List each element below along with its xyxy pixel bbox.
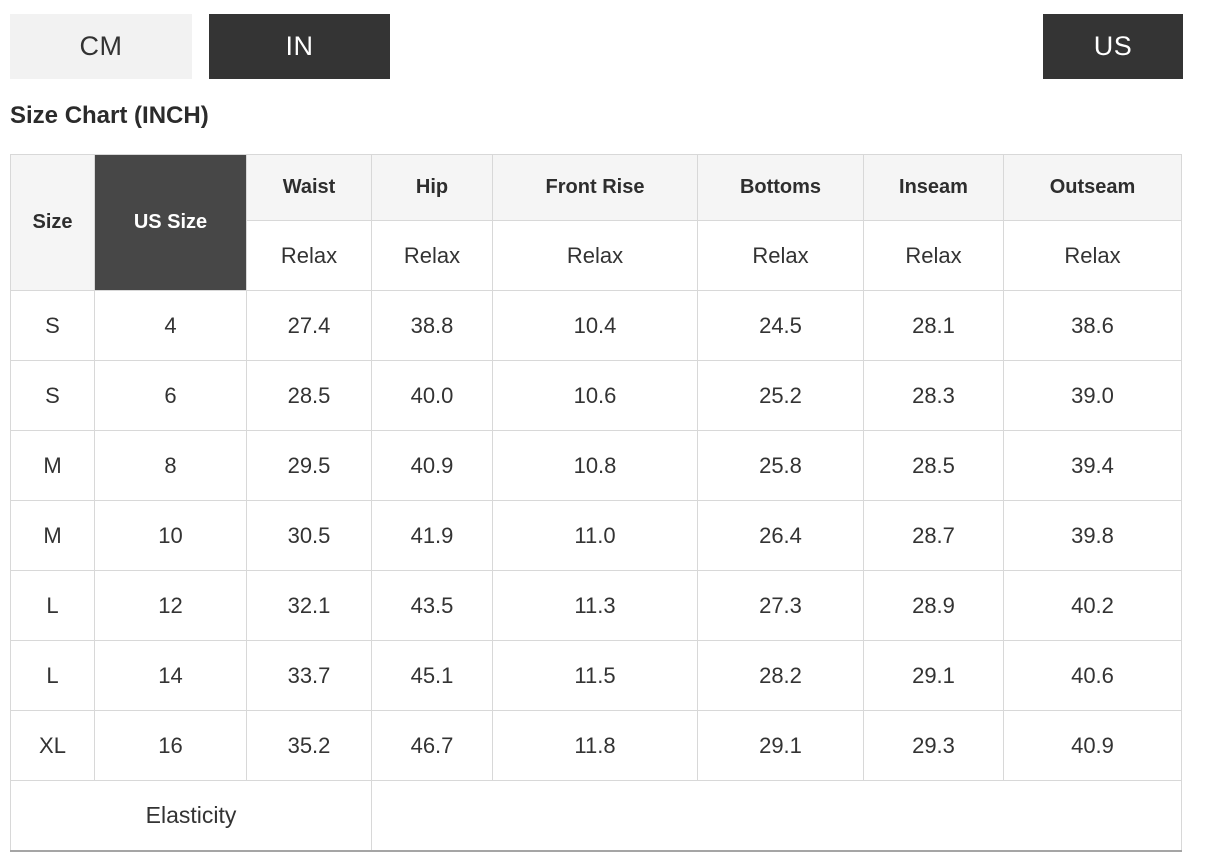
inseam-cell: 29.1 (863, 640, 1004, 711)
inseam-cell: 28.5 (863, 430, 1004, 501)
us-size-column-header: US Size (94, 154, 247, 291)
us-size-cell: 12 (94, 570, 247, 641)
front-rise-cell: 11.0 (492, 500, 698, 571)
outseam-column-header: Outseam (1003, 154, 1182, 221)
unit-toggle-bar: CM IN US (10, 14, 1183, 79)
inseam-column-header: Inseam (863, 154, 1004, 221)
table-row: S 6 28.5 40.0 10.6 25.2 28.3 39.0 (10, 360, 1182, 431)
waist-cell: 32.1 (246, 570, 372, 641)
hip-column-header: Hip (371, 154, 493, 221)
hip-cell: 41.9 (371, 500, 493, 571)
front-rise-cell: 10.6 (492, 360, 698, 431)
bottoms-cell: 26.4 (697, 500, 864, 571)
bottoms-column-header: Bottoms (697, 154, 864, 221)
outseam-cell: 40.6 (1003, 640, 1182, 711)
inseam-cell: 28.7 (863, 500, 1004, 571)
waist-cell: 35.2 (246, 710, 372, 781)
bottoms-cell: 29.1 (697, 710, 864, 781)
fit-subheader-front-rise: Relax (492, 220, 698, 291)
bottoms-cell: 27.3 (697, 570, 864, 641)
waist-cell: 29.5 (246, 430, 372, 501)
waist-cell: 28.5 (246, 360, 372, 431)
outseam-cell: 40.2 (1003, 570, 1182, 641)
front-rise-cell: 11.3 (492, 570, 698, 641)
waist-cell: 33.7 (246, 640, 372, 711)
in-unit-button[interactable]: IN (209, 14, 390, 79)
fit-subheader-bottoms: Relax (697, 220, 864, 291)
bottoms-cell: 25.2 (697, 360, 864, 431)
waist-cell: 27.4 (246, 290, 372, 361)
front-rise-cell: 10.8 (492, 430, 698, 501)
elasticity-label: Elasticity (10, 780, 372, 851)
bottoms-cell: 25.8 (697, 430, 864, 501)
table-row: M 10 30.5 41.9 11.0 26.4 28.7 39.8 (10, 500, 1182, 571)
page-title: Size Chart (INCH) (10, 102, 209, 129)
us-size-cell: 4 (94, 290, 247, 361)
fit-subheader-inseam: Relax (863, 220, 1004, 291)
size-cell: L (10, 640, 95, 711)
inseam-cell: 28.3 (863, 360, 1004, 431)
size-cell: M (10, 430, 95, 501)
outseam-cell: 40.9 (1003, 710, 1182, 781)
bottoms-cell: 24.5 (697, 290, 864, 361)
hip-cell: 45.1 (371, 640, 493, 711)
inseam-cell: 28.9 (863, 570, 1004, 641)
bottoms-cell: 28.2 (697, 640, 864, 711)
cm-unit-button[interactable]: CM (10, 14, 192, 79)
table-row: L 14 33.7 45.1 11.5 28.2 29.1 40.6 (10, 640, 1182, 711)
table-row: M 8 29.5 40.9 10.8 25.8 28.5 39.4 (10, 430, 1182, 501)
table-row: L 12 32.1 43.5 11.3 27.3 28.9 40.2 (10, 570, 1182, 641)
size-column-header: Size (10, 154, 95, 291)
us-size-cell: 10 (94, 500, 247, 571)
size-cell: S (10, 360, 95, 431)
size-cell: M (10, 500, 95, 571)
hip-cell: 43.5 (371, 570, 493, 641)
table-body: S 4 27.4 38.8 10.4 24.5 28.1 38.6 S 6 28… (10, 290, 1182, 781)
header-row-fit: Relax Relax Relax Relax Relax Relax (11, 220, 1182, 291)
footer-row: Elasticity (10, 780, 1182, 851)
fit-subheader-waist: Relax (246, 220, 372, 291)
front-rise-cell: 11.5 (492, 640, 698, 711)
outseam-cell: 39.0 (1003, 360, 1182, 431)
size-cell: S (10, 290, 95, 361)
table-row: XL 16 35.2 46.7 11.8 29.1 29.3 40.9 (10, 710, 1182, 781)
waist-cell: 30.5 (246, 500, 372, 571)
front-rise-cell: 10.4 (492, 290, 698, 361)
us-region-button[interactable]: US (1043, 14, 1183, 79)
hip-cell: 40.9 (371, 430, 493, 501)
front-rise-cell: 11.8 (492, 710, 698, 781)
outseam-cell: 39.4 (1003, 430, 1182, 501)
outseam-cell: 38.6 (1003, 290, 1182, 361)
hip-cell: 46.7 (371, 710, 493, 781)
hip-cell: 38.8 (371, 290, 493, 361)
header-row-measures: Size US Size Waist Hip Front Rise Bottom… (10, 154, 1182, 291)
us-size-cell: 16 (94, 710, 247, 781)
size-chart-table: Size US Size Waist Hip Front Rise Bottom… (10, 154, 1182, 852)
size-cell: XL (10, 710, 95, 781)
size-cell: L (10, 570, 95, 641)
fit-subheader-outseam: Relax (1003, 220, 1182, 291)
hip-cell: 40.0 (371, 360, 493, 431)
inseam-cell: 29.3 (863, 710, 1004, 781)
elasticity-value-cell (371, 780, 1182, 851)
outseam-cell: 39.8 (1003, 500, 1182, 571)
fit-subheader-hip: Relax (371, 220, 493, 291)
us-size-cell: 6 (94, 360, 247, 431)
waist-column-header: Waist (246, 154, 372, 221)
front-rise-column-header: Front Rise (492, 154, 698, 221)
inseam-cell: 28.1 (863, 290, 1004, 361)
table-row: S 4 27.4 38.8 10.4 24.5 28.1 38.6 (10, 290, 1182, 361)
us-size-cell: 14 (94, 640, 247, 711)
us-size-cell: 8 (94, 430, 247, 501)
